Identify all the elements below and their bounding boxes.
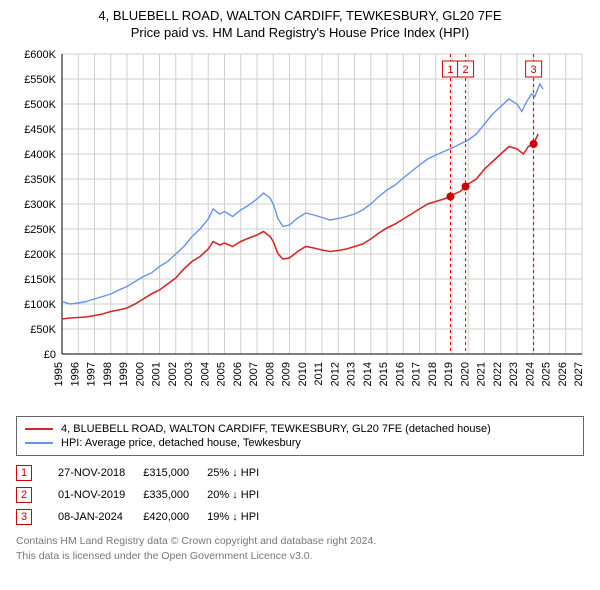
x-tick-label: 2010 (297, 362, 309, 386)
y-tick-label: £550K (24, 74, 56, 86)
x-tick-label: 2008 (264, 362, 276, 386)
x-tick-label: 2001 (151, 362, 163, 386)
sale-marker-dot (446, 193, 454, 201)
sale-price: £420,000 (143, 506, 207, 528)
footnote-line-1: Contains HM Land Registry data © Crown c… (16, 534, 584, 549)
x-tick-label: 2007 (248, 362, 260, 386)
x-tick-label: 2015 (378, 362, 390, 386)
chart-container: 4, BLUEBELL ROAD, WALTON CARDIFF, TEWKES… (0, 0, 600, 573)
y-tick-label: £400K (24, 149, 56, 161)
x-tick-label: 2018 (427, 362, 439, 386)
sale-note: 25% ↓ HPI (207, 462, 277, 484)
x-tick-label: 1997 (86, 362, 98, 386)
sale-date: 01-NOV-2019 (58, 484, 143, 506)
x-tick-label: 2009 (281, 362, 293, 386)
sale-marker-badge: 2 (16, 487, 32, 503)
y-tick-label: £100K (24, 299, 56, 311)
sale-price: £335,000 (143, 484, 207, 506)
legend-row: 4, BLUEBELL ROAD, WALTON CARDIFF, TEWKES… (25, 422, 575, 436)
y-tick-label: £450K (24, 124, 56, 136)
x-tick-label: 2016 (394, 362, 406, 386)
sale-marker-num: 3 (531, 64, 537, 76)
x-tick-label: 2026 (557, 362, 569, 386)
title-main: 4, BLUEBELL ROAD, WALTON CARDIFF, TEWKES… (10, 8, 590, 23)
legend-row: HPI: Average price, detached house, Tewk… (25, 436, 575, 450)
chart-plot: £0 £50K £100K £150K £200K £250K £300K £350K £400… (10, 46, 590, 406)
title-sub: Price paid vs. HM Land Registry's House … (10, 25, 590, 40)
y-tick-label: £600K (24, 49, 56, 61)
footnote: Contains HM Land Registry data © Crown c… (16, 534, 584, 563)
y-tick-label: £50K (30, 324, 56, 336)
x-tick-label: 2022 (492, 362, 504, 386)
sale-note: 20% ↓ HPI (207, 484, 277, 506)
x-tick-label: 2011 (313, 362, 325, 386)
x-tick-label: 2013 (346, 362, 358, 386)
x-tick-label: 2017 (411, 362, 423, 386)
x-tick-label: 2020 (459, 362, 471, 386)
sale-marker-dot (462, 183, 470, 191)
x-tick-label: 2000 (134, 362, 146, 386)
x-tick-label: 2005 (216, 362, 228, 386)
x-tick-label: 2003 (183, 362, 195, 386)
x-tick-label: 2012 (329, 362, 341, 386)
y-tick-label: £0 (44, 349, 56, 361)
x-tick-label: 2014 (362, 362, 374, 386)
legend: 4, BLUEBELL ROAD, WALTON CARDIFF, TEWKES… (16, 416, 584, 456)
sales-table: 1 27-NOV-2018£315,00025% ↓ HPI 2 01-NOV-201… (16, 462, 277, 528)
footnote-line-2: This data is licensed under the Open Gov… (16, 549, 584, 564)
x-tick-label: 2002 (167, 362, 179, 386)
x-tick-label: 1999 (118, 362, 130, 386)
legend-swatch (25, 442, 53, 444)
legend-swatch (25, 428, 53, 430)
legend-label: 4, BLUEBELL ROAD, WALTON CARDIFF, TEWKES… (61, 423, 491, 435)
x-tick-label: 1995 (53, 362, 65, 386)
x-tick-label: 2004 (199, 362, 211, 386)
table-row: 3 08-JAN-2024£420,00019% ↓ HPI (16, 506, 277, 528)
chart-svg: £0 £50K £100K £150K £200K £250K £300K £350K £400… (10, 46, 590, 406)
x-tick-label: 2006 (232, 362, 244, 386)
sale-marker-dot (530, 140, 538, 148)
title-block: 4, BLUEBELL ROAD, WALTON CARDIFF, TEWKES… (10, 8, 590, 40)
x-tick-label: 1998 (102, 362, 114, 386)
x-tick-label: 2024 (524, 362, 536, 386)
sale-date: 27-NOV-2018 (58, 462, 143, 484)
sale-marker-num: 2 (463, 64, 469, 76)
y-tick-label: £350K (24, 174, 56, 186)
x-tick-label: 2023 (508, 362, 520, 386)
x-tick-label: 2021 (476, 362, 488, 386)
y-tick-label: £200K (24, 249, 56, 261)
x-tick-label: 2019 (443, 362, 455, 386)
y-tick-label: £150K (24, 274, 56, 286)
sale-marker-badge: 1 (16, 465, 32, 481)
sale-note: 19% ↓ HPI (207, 506, 277, 528)
sale-price: £315,000 (143, 462, 207, 484)
sale-marker-badge: 3 (16, 509, 32, 525)
y-tick-label: £250K (24, 224, 56, 236)
x-tick-label: 2025 (541, 362, 553, 386)
sale-marker-num: 1 (447, 64, 453, 76)
table-row: 1 27-NOV-2018£315,00025% ↓ HPI (16, 462, 277, 484)
sale-date: 08-JAN-2024 (58, 506, 143, 528)
legend-label: HPI: Average price, detached house, Tewk… (61, 437, 301, 449)
y-tick-label: £300K (24, 199, 56, 211)
x-tick-label: 2027 (573, 362, 585, 386)
x-tick-label: 1996 (69, 362, 81, 386)
table-row: 2 01-NOV-2019£335,00020% ↓ HPI (16, 484, 277, 506)
y-tick-label: £500K (24, 99, 56, 111)
